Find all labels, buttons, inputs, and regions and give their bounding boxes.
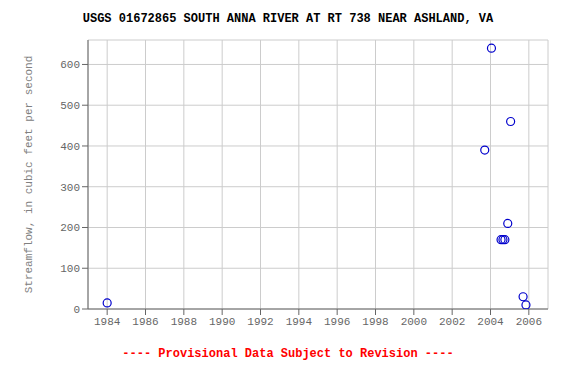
svg-text:2006: 2006 <box>516 316 542 328</box>
svg-text:1996: 1996 <box>324 316 350 328</box>
svg-text:500: 500 <box>60 100 80 112</box>
svg-text:0: 0 <box>73 304 80 316</box>
svg-text:1990: 1990 <box>209 316 235 328</box>
html-text:---- Provisional Data Subject: ---- Provisional Data Subject to Revisio… <box>122 347 454 361</box>
svg-text:300: 300 <box>60 182 80 194</box>
html-text:USGS 01672865 SOUTH ANNA RIVER: USGS 01672865 SOUTH ANNA RIVER AT RT 738… <box>82 12 494 26</box>
svg-text:100: 100 <box>60 263 80 275</box>
svg-text:Streamflow, in cubic feet per: Streamflow, in cubic feet per second <box>23 56 35 294</box>
svg-text:1994: 1994 <box>286 316 313 328</box>
svg-text:1988: 1988 <box>171 316 197 328</box>
svg-text:1986: 1986 <box>132 316 158 328</box>
svg-text:2000: 2000 <box>401 316 427 328</box>
svg-text:1984: 1984 <box>94 316 121 328</box>
svg-text:2004: 2004 <box>477 316 504 328</box>
svg-text:1992: 1992 <box>247 316 273 328</box>
svg-text:1998: 1998 <box>362 316 388 328</box>
svg-text:400: 400 <box>60 141 80 153</box>
svg-text:2002: 2002 <box>439 316 465 328</box>
svg-text:200: 200 <box>60 222 80 234</box>
svg-text:600: 600 <box>60 59 80 71</box>
